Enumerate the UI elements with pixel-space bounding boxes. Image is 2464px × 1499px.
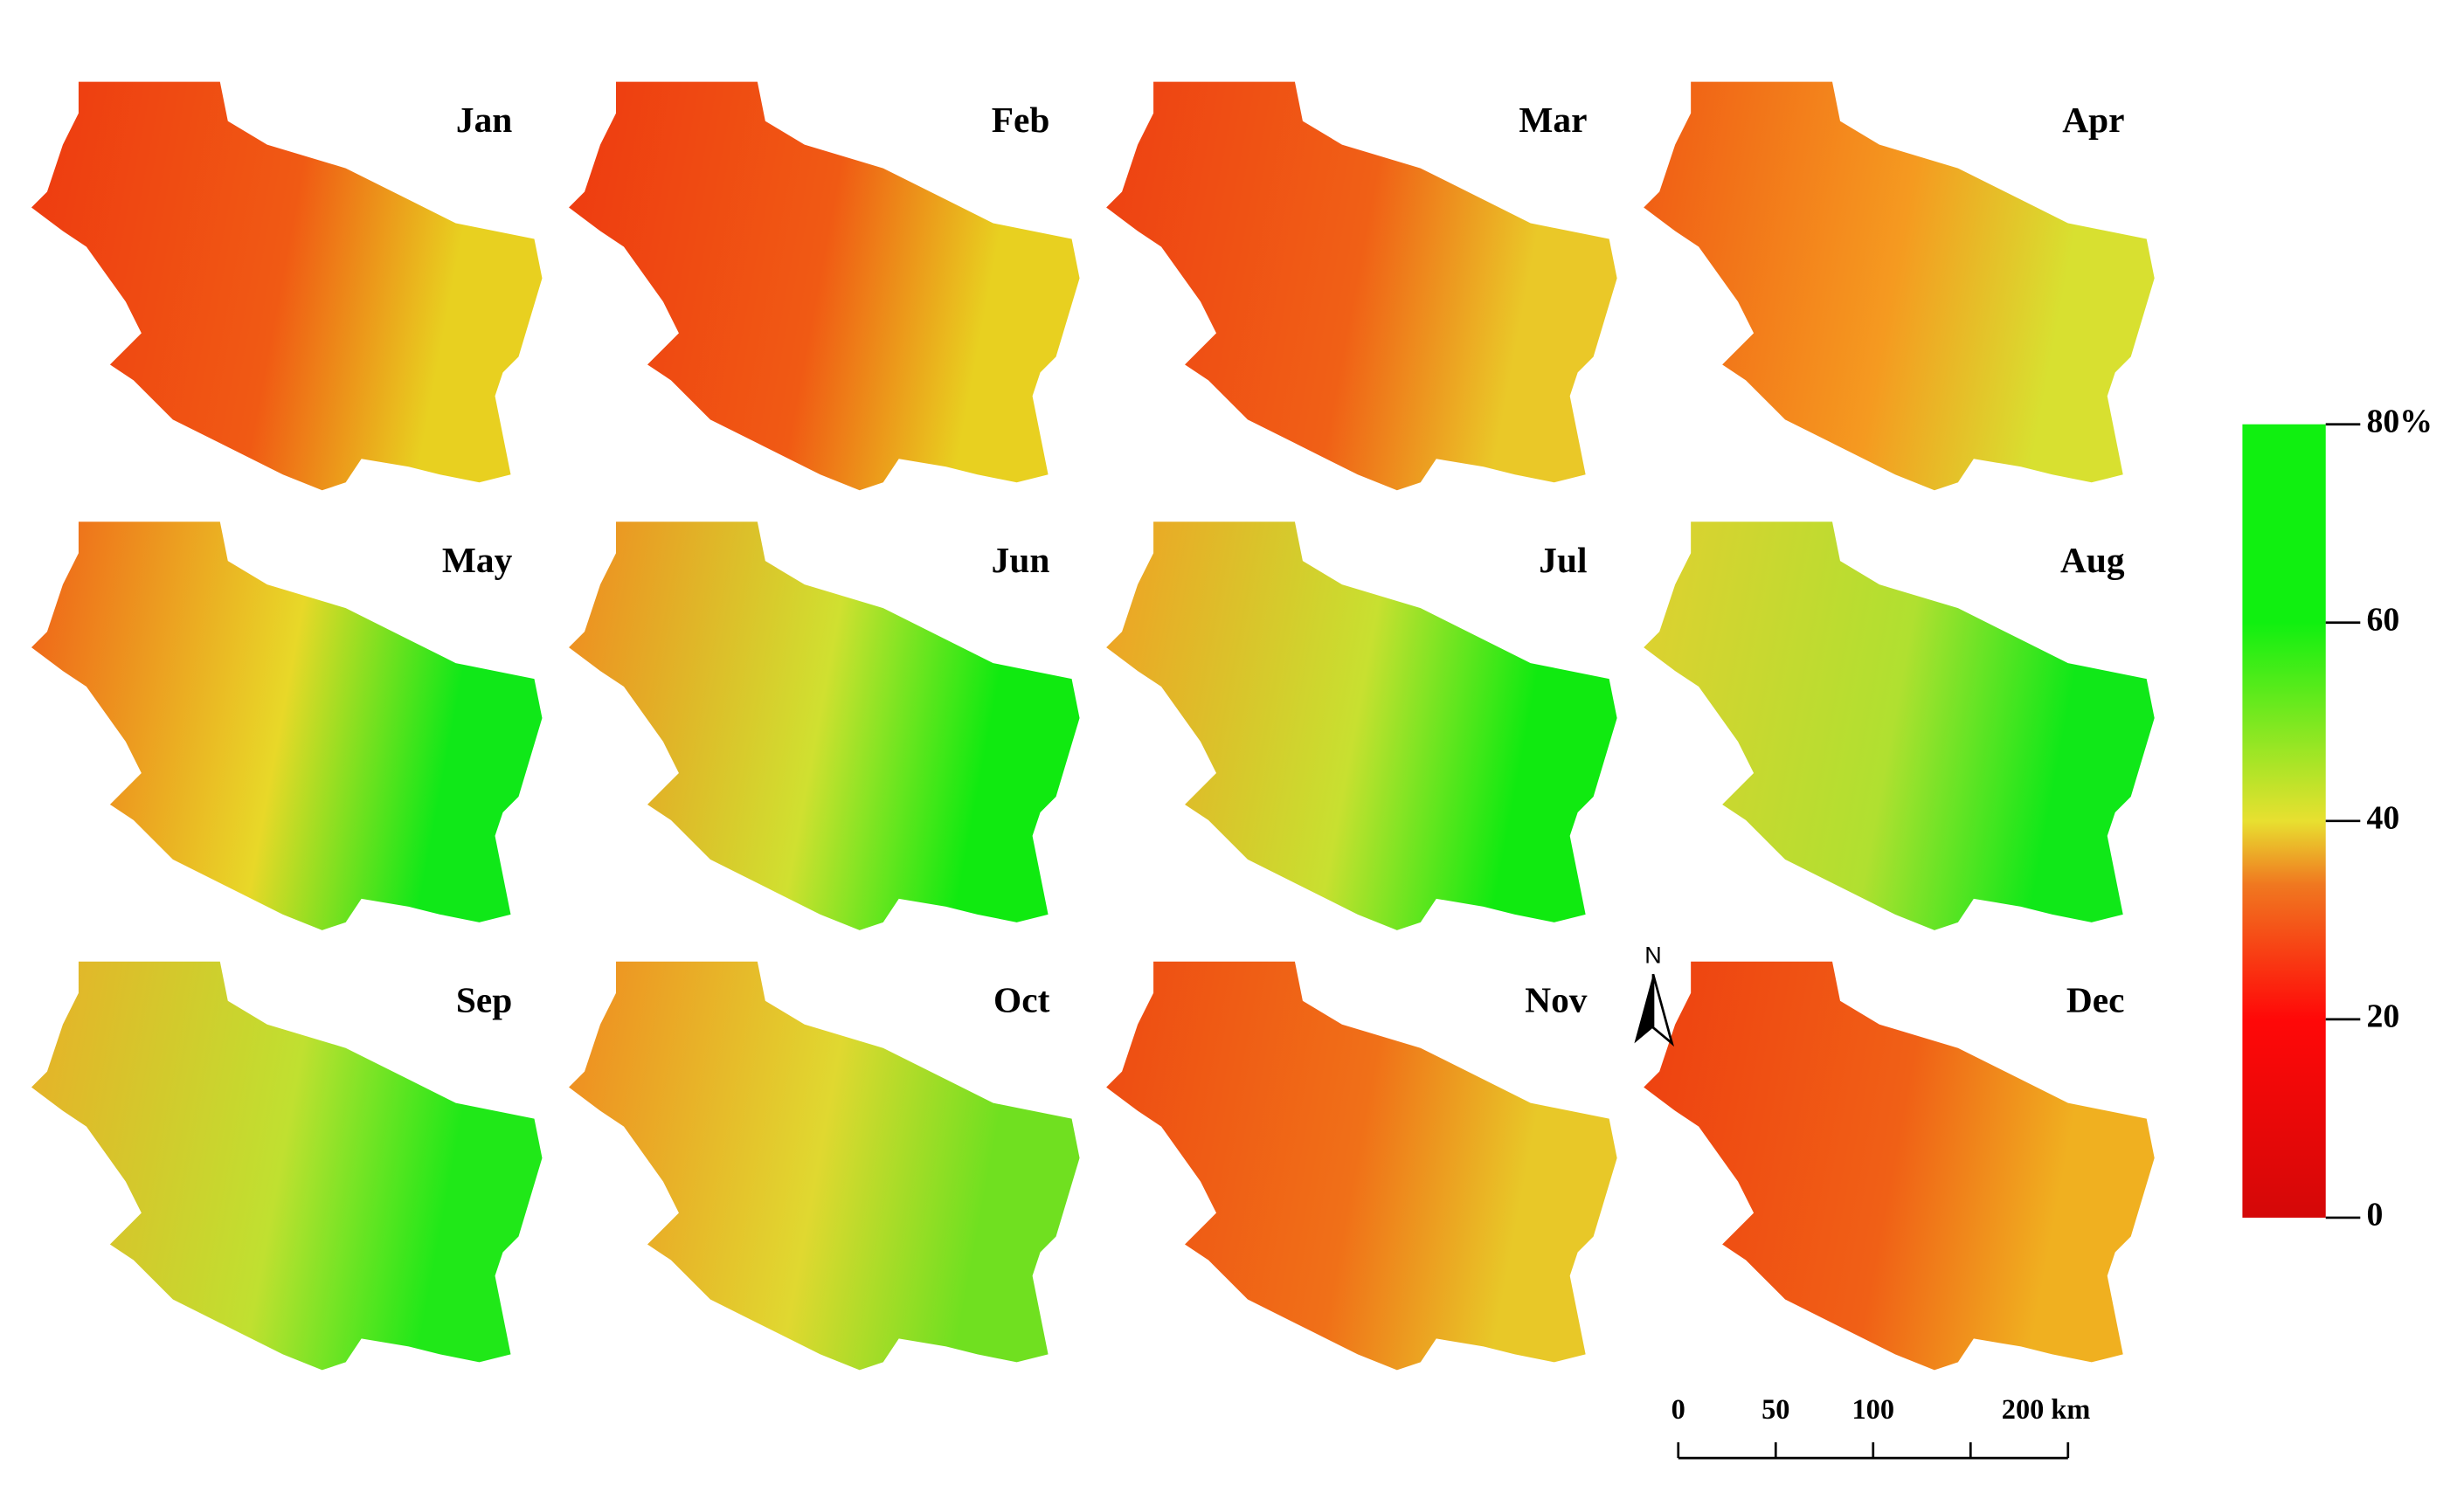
scale-bar-label: 0: [1672, 1394, 1685, 1426]
month-map: [1644, 81, 2155, 491]
month-map: [31, 961, 543, 1371]
month-panel: Mar: [1106, 81, 1617, 491]
month-panel: Apr: [1644, 81, 2155, 491]
month-map: [1644, 522, 2155, 930]
month-panel: Jan: [31, 81, 543, 491]
month-map: [569, 522, 1080, 930]
month-map: [569, 81, 1080, 491]
month-panel: Sep: [31, 961, 543, 1371]
month-map: [569, 961, 1080, 1371]
month-label: Jun: [992, 540, 1050, 580]
month-map: [1106, 522, 1617, 930]
month-label: Jul: [1539, 540, 1587, 580]
month-label: Oct: [993, 979, 1050, 1019]
colorbar-tick-label: 80%: [2366, 403, 2433, 439]
colorbar-tick-label: 60: [2366, 601, 2399, 638]
month-label: Nov: [1525, 979, 1588, 1019]
north-arrow-right: [1651, 973, 1675, 1047]
month-panel: Jul: [1106, 522, 1617, 930]
scale-bar-label: 200 km: [2002, 1394, 2091, 1426]
month-map: [31, 81, 543, 491]
north-arrow: N: [1634, 943, 1675, 1047]
month-label: Apr: [2062, 100, 2124, 140]
month-panel: Nov: [1106, 961, 1617, 1371]
colorbar-tick-label: 40: [2366, 800, 2399, 837]
colorbar-ticks: 0 20 40 60 80%: [2325, 403, 2433, 1233]
month-panel: Oct: [569, 961, 1080, 1371]
map-panels: Jan Feb Mar Apr May Jun Jul Aug Sep Oct Nov Dec: [31, 81, 2155, 1371]
month-panel: Jun: [569, 522, 1080, 930]
month-label: Mar: [1519, 100, 1587, 140]
month-map: [1644, 961, 2155, 1371]
scale-bar-label: 50: [1761, 1394, 1789, 1426]
month-map: [1106, 81, 1617, 491]
month-label: Jan: [456, 100, 512, 140]
month-map: [1106, 961, 1617, 1371]
colorbar: [2242, 424, 2326, 1218]
month-label: Aug: [2060, 540, 2125, 580]
colorbar-tick-label: 20: [2366, 998, 2399, 1035]
north-label: N: [1644, 943, 1661, 969]
scale-bar-label: 100: [1852, 1394, 1895, 1426]
month-panel: Feb: [569, 81, 1080, 491]
north-arrow-left: [1634, 974, 1653, 1044]
month-panel: Dec: [1644, 961, 2155, 1371]
month-label: Dec: [2066, 979, 2125, 1019]
month-panel: May: [31, 522, 543, 930]
month-map: [31, 522, 543, 930]
colorbar-tick-label: 0: [2366, 1197, 2383, 1233]
month-label: May: [442, 540, 513, 580]
scale-bar: 0 50 100 200 km: [1672, 1394, 2091, 1460]
month-label: Feb: [992, 100, 1050, 140]
month-panel: Aug: [1644, 522, 2155, 930]
month-label: Sep: [456, 979, 512, 1019]
